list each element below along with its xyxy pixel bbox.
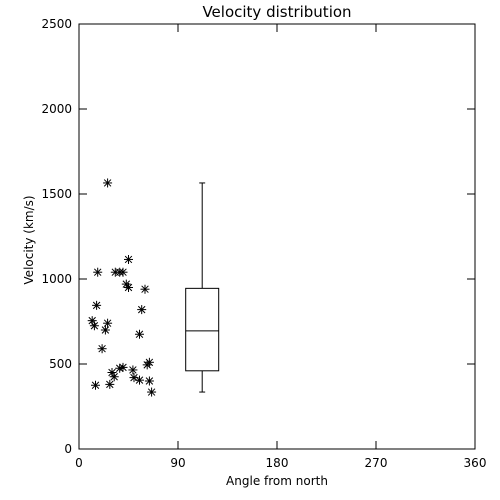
- y-tick-label: 0: [64, 442, 72, 456]
- data-point: [118, 267, 128, 277]
- data-point: [137, 305, 147, 315]
- data-point: [109, 372, 119, 382]
- data-point: [92, 300, 102, 310]
- data-point: [93, 267, 103, 277]
- data-point: [140, 284, 150, 294]
- data-points: [87, 178, 157, 397]
- x-tick-label: 0: [75, 456, 83, 470]
- x-tick-label: 90: [170, 456, 185, 470]
- y-tick-label: 500: [49, 357, 72, 371]
- data-point: [103, 178, 113, 188]
- data-point: [91, 380, 100, 390]
- data-point: [89, 321, 99, 331]
- data-point: [115, 363, 125, 373]
- data-point: [105, 379, 115, 389]
- data-point: [135, 329, 144, 339]
- boxplot-box: [185, 287, 220, 372]
- x-tick-label: 180: [266, 456, 289, 470]
- data-point: [142, 360, 152, 370]
- data-point: [97, 344, 107, 354]
- x-tick-label: 270: [365, 456, 388, 470]
- data-point: [100, 325, 110, 335]
- plot-frame: [78, 23, 476, 450]
- data-point: [103, 318, 113, 328]
- data-point: [128, 365, 138, 375]
- data-point: [124, 283, 133, 292]
- x-tick-label: 360: [464, 456, 487, 470]
- x-axis-label: Angle from north: [226, 474, 328, 488]
- y-tick-label: 2000: [41, 102, 72, 116]
- axis-ticks: 0 90 180 270 360 0 500 1000 1500 2000 2500: [41, 17, 486, 470]
- y-tick-label: 1000: [41, 272, 72, 286]
- data-point: [124, 254, 133, 264]
- y-axis-label: Velocity (km/s): [22, 195, 36, 284]
- chart-title: Velocity distribution: [202, 3, 351, 21]
- data-point: [147, 387, 157, 397]
- data-point: [144, 376, 154, 386]
- boxplot: [185, 182, 220, 393]
- y-tick-label: 2500: [41, 17, 72, 31]
- y-tick-label: 1500: [41, 187, 72, 201]
- data-point: [135, 375, 144, 385]
